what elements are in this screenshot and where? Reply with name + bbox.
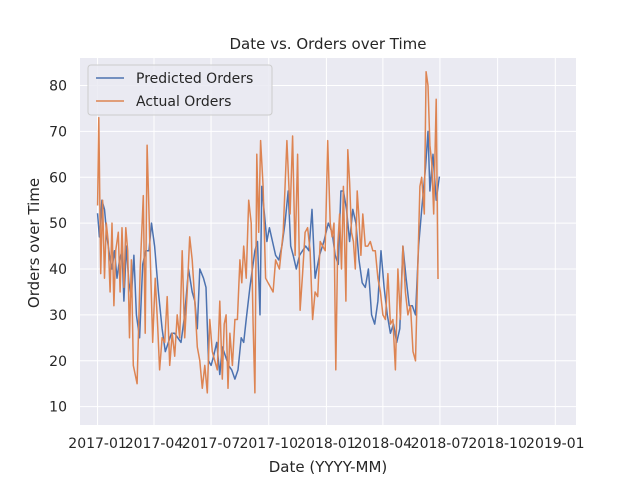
y-tick-label: 40 xyxy=(49,262,67,278)
x-axis-label: Date (YYYY-MM) xyxy=(269,458,388,476)
y-tick-label: 80 xyxy=(49,79,67,95)
legend-label: Predicted Orders xyxy=(136,71,253,87)
y-axis-label: Orders over Time xyxy=(25,178,43,308)
y-tick-label: 20 xyxy=(49,354,67,370)
series-layer xyxy=(96,71,441,394)
x-tick-label: 2017-07 xyxy=(182,436,241,452)
x-tick-label: 2019-01 xyxy=(526,436,585,452)
x-tick-label: 2018-04 xyxy=(354,436,413,452)
x-tick-label: 2017-04 xyxy=(125,436,184,452)
x-tick-label: 2017-10 xyxy=(239,436,298,452)
x-tick-label: 2018-01 xyxy=(297,436,356,452)
chart-title: Date vs. Orders over Time xyxy=(230,35,427,53)
x-tick-label: 2018-07 xyxy=(411,436,470,452)
series-line-actual-orders xyxy=(96,71,439,394)
x-tick-label: 2017-01 xyxy=(68,436,127,452)
y-tick-label: 30 xyxy=(49,308,67,324)
legend-box xyxy=(87,64,273,116)
x-tick-label: 2018-10 xyxy=(468,436,527,452)
plot-area xyxy=(80,58,576,425)
y-tick-label: 70 xyxy=(49,124,67,140)
y-tick-label: 50 xyxy=(49,216,67,232)
y-axis-ticks: 10 20 30 40 50 60 70 80 xyxy=(49,79,67,416)
legend-label: Actual Orders xyxy=(136,94,231,110)
y-tick-label: 60 xyxy=(49,170,67,186)
legend: Predicted Orders Actual Orders xyxy=(87,64,273,116)
y-tick-label: 10 xyxy=(49,400,67,416)
